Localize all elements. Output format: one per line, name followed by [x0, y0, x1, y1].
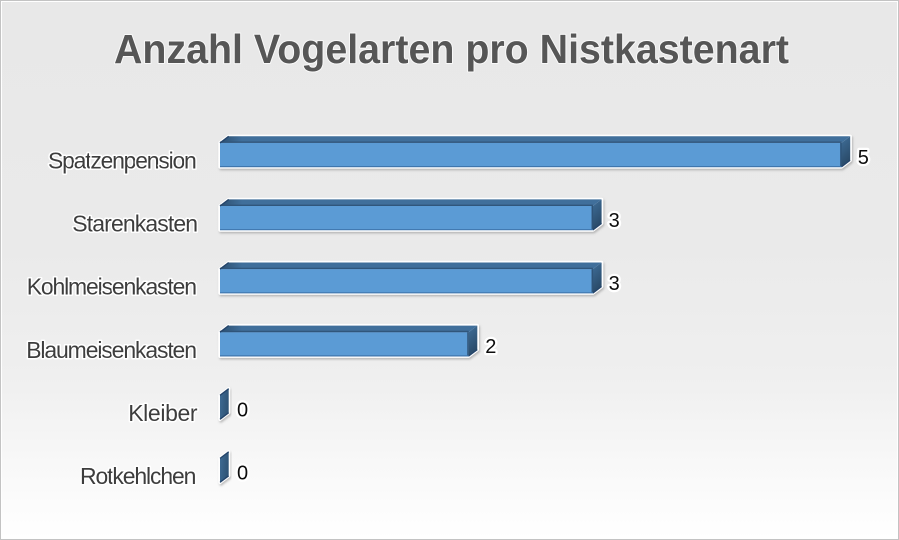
- svg-text:Anzahl Vogelarten pro Nistkast: Anzahl Vogelarten pro Nistkastenart: [114, 26, 789, 72]
- svg-text:5: 5: [858, 147, 869, 169]
- svg-text:3: 3: [609, 273, 620, 295]
- svg-text:0: 0: [237, 399, 248, 421]
- svg-text:0: 0: [237, 462, 248, 484]
- svg-text:Kleiber: Kleiber: [128, 400, 198, 426]
- svg-text:Blaumeisenkasten: Blaumeisenkasten: [26, 337, 197, 363]
- svg-text:Spatzenpension: Spatzenpension: [48, 148, 197, 174]
- svg-text:2: 2: [485, 336, 496, 358]
- svg-text:Kohlmeisenkasten: Kohlmeisenkasten: [27, 274, 197, 300]
- svg-text:Starenkasten: Starenkasten: [72, 211, 198, 237]
- svg-text:Rotkehlchen: Rotkehlchen: [80, 463, 196, 489]
- svg-text:3: 3: [609, 210, 620, 232]
